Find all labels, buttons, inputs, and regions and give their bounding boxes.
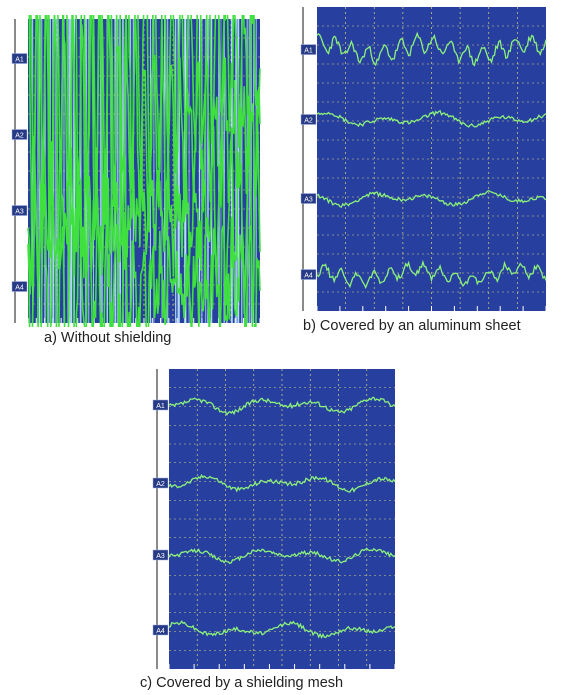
chart-a-eeg: A1 A2 A3 A4 <box>11 0 261 401</box>
grid <box>316 7 547 311</box>
eeg-trace-a2 <box>168 473 396 493</box>
channel-label-a2: A2 <box>11 129 28 140</box>
eeg-trace-a2 <box>316 109 547 128</box>
eeg-trace-a4 <box>168 620 396 640</box>
channel-label-a3: A3 <box>11 205 28 216</box>
channel-label-text: A1 <box>156 403 165 410</box>
channel-label-text: A1 <box>15 57 24 64</box>
channel-label-a2: A2 <box>300 114 317 125</box>
panel-b-aluminum-sheet: A1 A2 A3 A4 <box>296 5 549 315</box>
channel-label-text: A1 <box>304 48 313 55</box>
channel-label-text: A2 <box>156 481 165 488</box>
eeg-trace-a4 <box>316 259 547 290</box>
chart-b-eeg: A1 A2 A3 A4 <box>300 7 547 311</box>
channel-label-a3: A3 <box>152 549 169 561</box>
caption-c: c) Covered by a shielding mesh <box>140 675 344 691</box>
channel-label-text: A4 <box>15 285 24 292</box>
axis-bar <box>302 7 304 311</box>
eeg-trace-a2 <box>28 0 261 289</box>
channel-label-a1: A1 <box>300 44 317 55</box>
eeg-trace-a1 <box>168 396 396 416</box>
panel-c-shielding-mesh: A1 A2 A3 A4 <box>150 367 398 671</box>
channel-label-a1: A1 <box>11 53 28 64</box>
channel-label-a4: A4 <box>300 269 317 280</box>
caption-a: a) Without shielding <box>44 330 172 346</box>
axis-bar <box>14 19 16 323</box>
eeg-trace-a3 <box>27 108 261 317</box>
channel-label-text: A4 <box>304 273 313 280</box>
eeg-trace-a3 <box>168 547 396 565</box>
eeg-trace-a1 <box>316 31 547 67</box>
channel-label-a3: A3 <box>300 193 317 204</box>
channel-label-a4: A4 <box>11 281 28 292</box>
channel-label-a1: A1 <box>152 399 169 411</box>
channel-label-text: A3 <box>15 209 24 216</box>
caption-b: b) Covered by an aluminum sheet <box>303 318 521 334</box>
grid <box>168 369 396 669</box>
axis-bar <box>156 369 158 669</box>
channel-label-text: A3 <box>156 553 165 560</box>
channel-label-a2: A2 <box>152 477 169 489</box>
chart-c-eeg: A1 A2 A3 A4 <box>152 369 396 669</box>
channel-label-text: A4 <box>156 628 165 635</box>
panel-a-without-shielding: A1 A2 A3 A4 <box>8 0 263 401</box>
channel-label-a4: A4 <box>152 624 169 636</box>
channel-label-text: A3 <box>304 197 313 204</box>
channel-label-text: A2 <box>304 117 313 124</box>
channel-label-text: A2 <box>15 133 24 140</box>
eeg-trace-a3 <box>316 189 547 208</box>
